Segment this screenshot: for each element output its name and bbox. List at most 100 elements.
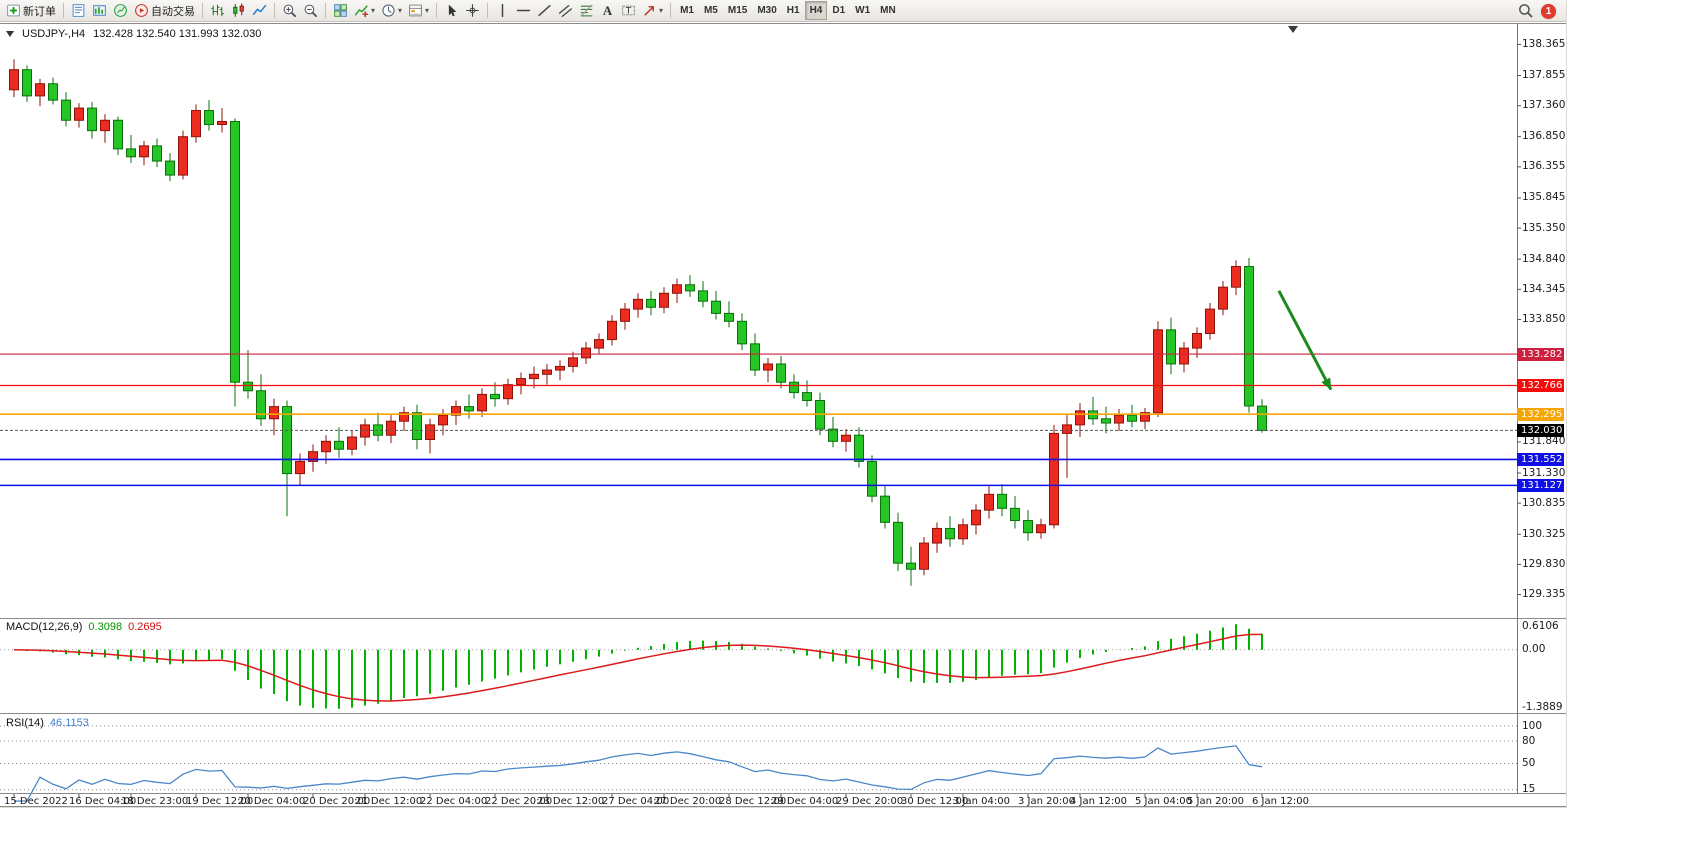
toolbar-button-label: M5 <box>703 5 718 16</box>
autotrading-icon <box>134 3 149 18</box>
trendline-icon <box>537 3 552 18</box>
templates-button[interactable]: ▾ <box>405 1 432 20</box>
toolbar-button-label: 自动交易 <box>151 5 195 18</box>
main-toolbar: 新订单 自动交易 ▾ ▾ ▾ A T ▾ M1 M5 M15 M30 H1 H4 D1 W1 MN 1 <box>0 0 1566 22</box>
crosshair-icon <box>465 3 480 18</box>
v-line-button[interactable] <box>492 1 513 20</box>
templates-icon <box>408 3 423 18</box>
text-label-button[interactable]: T <box>618 1 639 20</box>
toolbar-button-label: W1 <box>855 5 871 16</box>
zoom-in-icon <box>282 3 297 18</box>
mt4-window: 138.365 137.855 137.360 136.850 136.355 135.8… <box>0 0 1567 808</box>
toolbar-button-label: M1 <box>680 5 694 16</box>
macd-value-signal: 0.2695 <box>128 621 162 633</box>
toolbar-button-label: MN <box>880 5 896 16</box>
bar-chart-button[interactable] <box>207 1 228 20</box>
arrows-icon <box>642 3 657 18</box>
macd-signal-line <box>13 633 1263 702</box>
cursor-button[interactable] <box>441 1 462 20</box>
candlestick-chart-button[interactable] <box>228 1 249 20</box>
dropdown-arrow-icon: ▾ <box>425 6 430 15</box>
chart-canvas[interactable] <box>0 0 1566 807</box>
macd-histogram <box>26 624 1263 709</box>
toolbar-separator <box>670 3 672 18</box>
timeframe-mn-button[interactable]: MN <box>875 1 901 20</box>
text-icon: A <box>600 3 615 18</box>
svg-text:T: T <box>626 6 632 17</box>
h-line-button[interactable] <box>513 1 534 20</box>
zoom-out-icon <box>303 3 318 18</box>
toolbar-items: 新订单 自动交易 ▾ ▾ ▾ A T ▾ M1 M5 M15 M30 H1 H4 D1 W1 MN <box>3 0 901 21</box>
indicators-button[interactable]: ▾ <box>351 1 378 20</box>
search-button[interactable] <box>1518 3 1534 19</box>
fibo-icon <box>579 3 594 18</box>
timeframe-m1-button[interactable]: M1 <box>675 1 699 20</box>
tile-windows-button[interactable] <box>330 1 351 20</box>
equidistant-channel-button[interactable] <box>555 1 576 20</box>
cursor-icon <box>444 3 459 18</box>
indicators-icon <box>354 3 369 18</box>
new-order-button[interactable]: 新订单 <box>3 1 59 20</box>
dropdown-arrow-icon: ▾ <box>398 6 403 15</box>
macd-value-main: 0.3098 <box>88 621 123 633</box>
chart-shift-marker[interactable] <box>1288 26 1298 33</box>
data-window-button[interactable] <box>89 1 110 20</box>
autotrading-button[interactable]: 自动交易 <box>131 1 198 20</box>
market-watch-button[interactable] <box>68 1 89 20</box>
chart-title: USDJPY-,H4 132.428 132.540 131.993 132.0… <box>6 28 261 40</box>
channel-icon <box>558 3 573 18</box>
toolbar-right: 1 <box>1518 3 1556 19</box>
toolbar-button-label: M30 <box>757 5 777 16</box>
hline-icon <box>516 3 531 18</box>
toolbar-separator <box>436 3 438 18</box>
periods-button[interactable]: ▾ <box>378 1 405 20</box>
dropdown-arrow-icon: ▾ <box>659 6 664 15</box>
one-click-trading-toggle-icon[interactable] <box>6 31 14 37</box>
ohlc-values: 132.428 132.540 131.993 132.030 <box>93 28 262 40</box>
trendline-button[interactable] <box>534 1 555 20</box>
rsi-value: 46.1153 <box>49 717 89 729</box>
macd-panel-title: MACD(12,26,9) 0.3098 0.2695 <box>6 621 162 633</box>
toolbar-separator <box>487 3 489 18</box>
new-chart-icon <box>113 3 128 18</box>
rsi-label: RSI(14) <box>6 717 44 729</box>
toolbar-button-label: M15 <box>727 5 748 16</box>
timeframe-m5-button[interactable]: M5 <box>699 1 723 20</box>
timeframe-d1-button[interactable]: D1 <box>827 1 850 20</box>
text-button[interactable]: A <box>597 1 618 20</box>
toolbar-button-label: 新订单 <box>23 5 56 18</box>
market-watch-icon <box>71 3 86 18</box>
dropdown-arrow-icon: ▾ <box>371 6 376 15</box>
trend-arrow-annotation[interactable] <box>1277 290 1333 391</box>
toolbar-separator <box>274 3 275 18</box>
toolbar-separator <box>202 3 203 18</box>
line-chart-icon <box>252 3 267 18</box>
tile-icon <box>333 3 348 18</box>
rsi-panel-title: RSI(14) 46.1153 <box>6 717 89 729</box>
new-chart-button[interactable] <box>110 1 131 20</box>
data-window-icon <box>92 3 107 18</box>
timeframe-h4-button[interactable]: H4 <box>804 1 828 20</box>
bars-icon <box>210 3 225 18</box>
crosshair-button[interactable] <box>462 1 483 20</box>
svg-text:A: A <box>603 4 613 18</box>
new-order-icon <box>6 3 21 18</box>
toolbar-separator <box>63 3 64 18</box>
candles-icon <box>231 3 246 18</box>
zoom-out-button[interactable] <box>300 1 321 20</box>
fibonacci-button[interactable] <box>576 1 597 20</box>
toolbar-button-label: H1 <box>786 5 800 16</box>
periods-icon <box>381 3 396 18</box>
timeframe-h1-button[interactable]: H1 <box>782 1 805 20</box>
zoom-in-button[interactable] <box>279 1 300 20</box>
arrows-button[interactable]: ▾ <box>639 1 666 20</box>
line-chart-button[interactable] <box>249 1 270 20</box>
timeframe-m30-button[interactable]: M30 <box>752 1 781 20</box>
vline-icon <box>495 3 510 18</box>
macd-label: MACD(12,26,9) <box>6 621 83 633</box>
notification-badge[interactable]: 1 <box>1541 3 1556 19</box>
timeframe-w1-button[interactable]: W1 <box>850 1 875 20</box>
timeframe-m15-button[interactable]: M15 <box>723 1 752 20</box>
symbol-period-label: USDJPY-,H4 <box>22 28 86 40</box>
